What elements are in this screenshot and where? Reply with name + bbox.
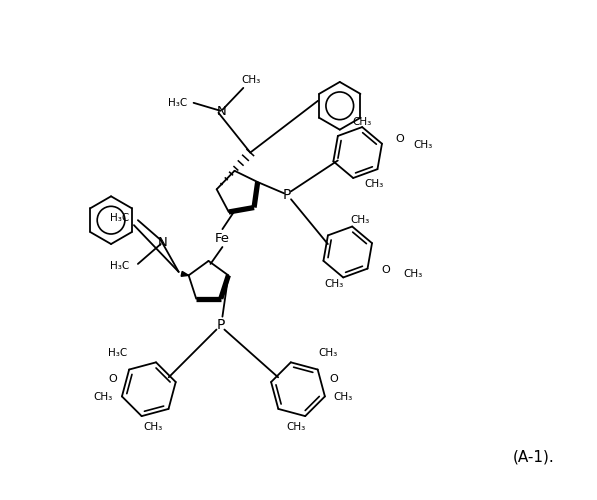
Text: P: P <box>283 188 291 202</box>
Text: O: O <box>330 374 338 384</box>
Text: CH₃: CH₃ <box>143 422 162 432</box>
Text: CH₃: CH₃ <box>350 215 370 225</box>
Text: CH₃: CH₃ <box>352 116 371 126</box>
Text: O: O <box>381 265 390 275</box>
Text: N: N <box>217 106 226 118</box>
Text: P: P <box>216 318 224 332</box>
Text: N: N <box>158 236 168 248</box>
Text: H₃C: H₃C <box>110 261 130 271</box>
Text: CH₃: CH₃ <box>318 348 337 358</box>
Text: H₃C: H₃C <box>168 98 187 108</box>
Text: CH₃: CH₃ <box>334 392 353 402</box>
Text: CH₃: CH₃ <box>287 422 306 432</box>
Text: CH₃: CH₃ <box>324 279 343 289</box>
Text: CH₃: CH₃ <box>242 75 261 85</box>
Text: CH₃: CH₃ <box>94 392 113 402</box>
Text: CH₃: CH₃ <box>404 269 423 279</box>
Text: CH₃: CH₃ <box>364 180 383 190</box>
Text: O: O <box>395 134 404 143</box>
Text: H₃C: H₃C <box>110 213 130 223</box>
Polygon shape <box>181 272 189 276</box>
Text: Fe: Fe <box>215 232 230 244</box>
Text: CH₃: CH₃ <box>413 140 433 149</box>
Text: H₃C: H₃C <box>107 348 127 358</box>
Text: (A-1).: (A-1). <box>513 450 555 464</box>
Text: O: O <box>108 374 117 384</box>
